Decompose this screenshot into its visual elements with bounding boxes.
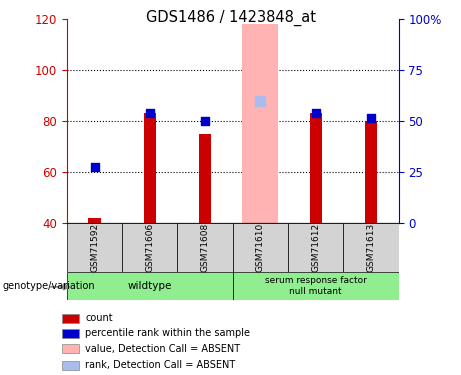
- Text: GDS1486 / 1423848_at: GDS1486 / 1423848_at: [146, 9, 315, 26]
- Text: percentile rank within the sample: percentile rank within the sample: [85, 328, 250, 338]
- Bar: [233, 223, 288, 272]
- Point: [257, 98, 264, 104]
- Bar: [144, 113, 156, 223]
- Point: [91, 164, 98, 170]
- Bar: [199, 134, 211, 223]
- Bar: [288, 223, 343, 272]
- Bar: [62, 344, 78, 353]
- Bar: [67, 223, 122, 272]
- Text: wildtype: wildtype: [128, 281, 172, 291]
- Bar: [62, 329, 78, 338]
- Bar: [62, 314, 78, 322]
- Point: [146, 110, 154, 116]
- Bar: [343, 223, 399, 272]
- Bar: [177, 223, 233, 272]
- Text: serum response factor
null mutant: serum response factor null mutant: [265, 276, 366, 296]
- Bar: [242, 24, 278, 223]
- Text: GSM71592: GSM71592: [90, 223, 99, 272]
- Point: [312, 110, 319, 116]
- Bar: [365, 121, 377, 223]
- Text: value, Detection Call = ABSENT: value, Detection Call = ABSENT: [85, 344, 240, 354]
- Point: [201, 118, 209, 124]
- Bar: [233, 272, 399, 300]
- Text: GSM71612: GSM71612: [311, 223, 320, 272]
- Bar: [122, 223, 177, 272]
- Text: GSM71608: GSM71608: [201, 223, 210, 272]
- Text: count: count: [85, 313, 112, 323]
- Point: [367, 116, 375, 122]
- Text: GSM71606: GSM71606: [145, 223, 154, 272]
- Text: rank, Detection Call = ABSENT: rank, Detection Call = ABSENT: [85, 360, 235, 370]
- Bar: [310, 113, 322, 223]
- Text: genotype/variation: genotype/variation: [2, 281, 95, 291]
- Bar: [67, 272, 233, 300]
- Bar: [89, 218, 100, 223]
- Bar: [62, 361, 78, 370]
- Text: GSM71610: GSM71610: [256, 223, 265, 272]
- Text: GSM71613: GSM71613: [366, 223, 376, 272]
